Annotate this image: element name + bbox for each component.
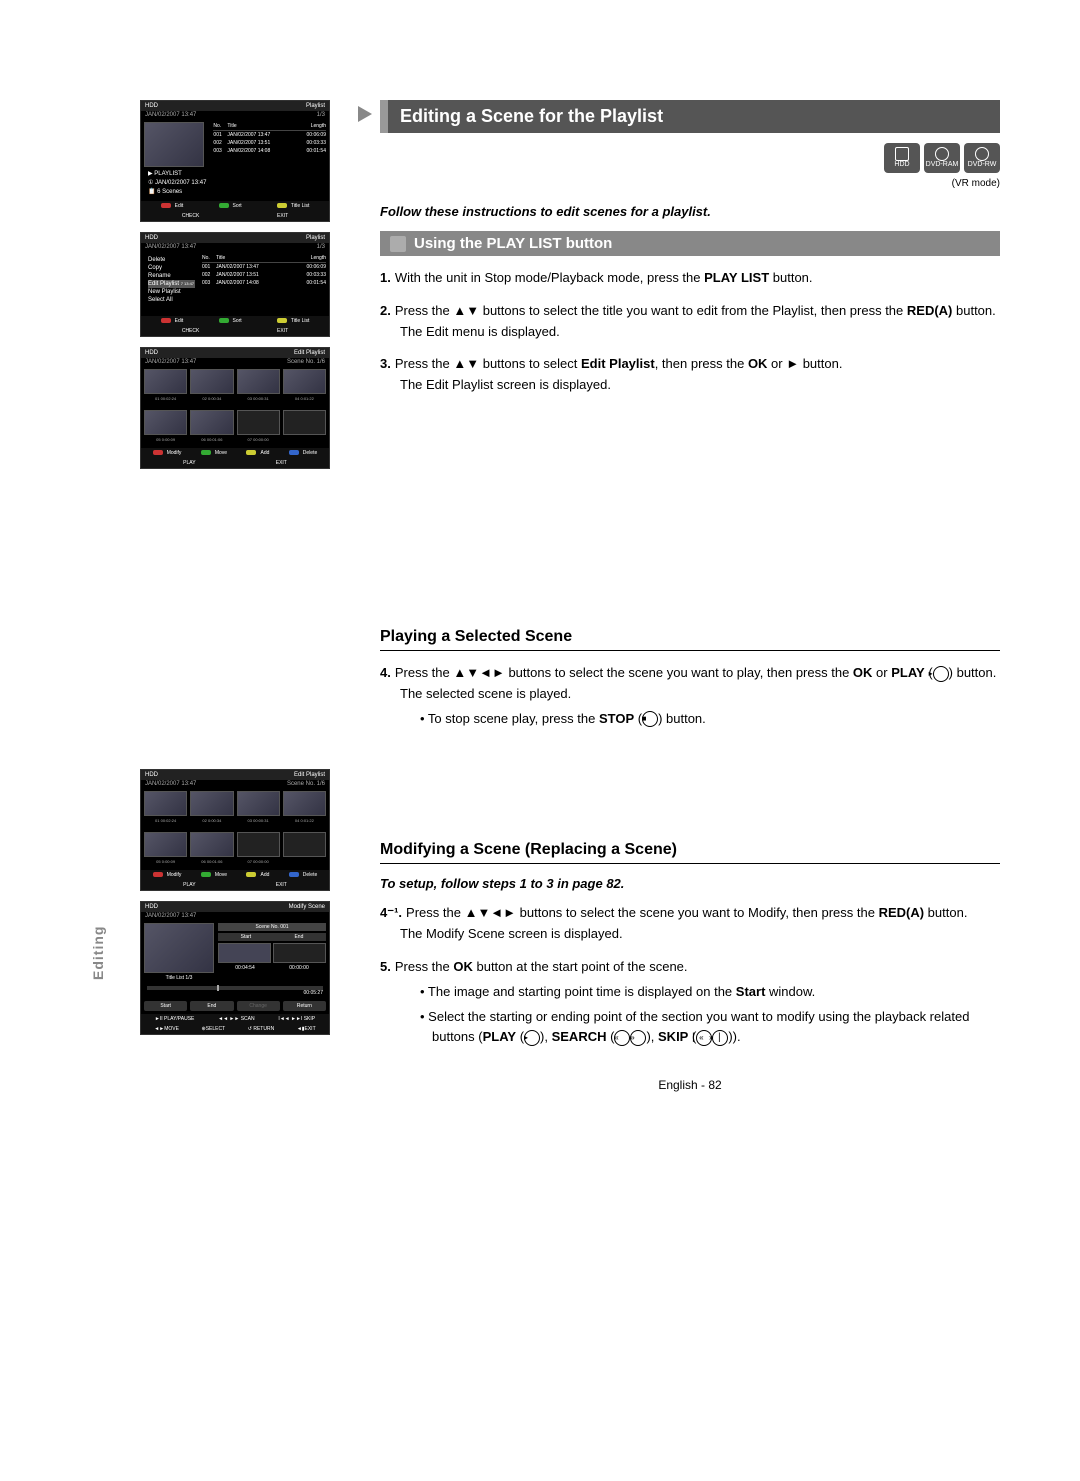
instruction-text: Follow these instructions to edit scenes… — [380, 204, 1000, 219]
disc-icons: HDD DVD-RAM DVD-RW — [884, 143, 1000, 173]
hdd-icon: HDD — [884, 143, 920, 173]
screenshot-edit-playlist: HDD Edit Playlist JAN/02/2007 13:47 Scen… — [140, 347, 330, 469]
sc-playlist-label: Playlist — [306, 103, 325, 109]
section-title: Editing a Scene for the Playlist — [380, 100, 1000, 133]
vr-mode-label: (VR mode) — [380, 178, 1000, 189]
steps-list-2: 4.Press the ▲▼◄► buttons to select the s… — [380, 663, 1000, 729]
skip-fwd-icon: »▕ — [712, 1030, 728, 1046]
search-fwd-icon: » — [630, 1030, 646, 1046]
sc-title-list: No. Title Length 001JAN/02/2007 13:4700:… — [213, 122, 326, 198]
screenshot-edit-menu: HDD Playlist JAN/02/2007 13:47 1/3 Delet… — [140, 232, 330, 337]
play-icon: ▸ — [933, 666, 949, 682]
subsection-using-playlist: Using the PLAY LIST button — [380, 231, 1000, 256]
heading-modifying-scene: Modifying a Scene (Replacing a Scene) — [380, 841, 1000, 864]
dvd-rw-icon: DVD-RW — [964, 143, 1000, 173]
steps-list-3: 4⁻¹.Press the ▲▼◄► buttons to select the… — [380, 903, 1000, 1048]
screenshot-modify-scene: HDD Modify Scene JAN/02/2007 13:47 Title… — [140, 901, 330, 1035]
sc-fraction: 1/3 — [317, 112, 325, 118]
sc-timestamp: JAN/02/2007 13:47 — [145, 112, 196, 118]
screenshot-edit-playlist-2: HDD Edit Playlist JAN/02/2007 13:47 Scen… — [140, 769, 330, 891]
steps-list-1: 1.With the unit in Stop mode/Playback mo… — [380, 268, 1000, 396]
sc-edit-menu: Delete Copy Rename Edit Playlist 7 13:47… — [144, 254, 199, 313]
play-icon-2: ▸ — [524, 1030, 540, 1046]
sc-info: ▶ PLAYLIST ① JAN/02/2007 13:47 📋 6 Scene… — [144, 167, 210, 198]
stop-icon: ■ — [642, 711, 658, 727]
sc-thumbnail — [144, 122, 204, 167]
screenshot-playlist: HDD Playlist JAN/02/2007 13:47 1/3 ▶ PLA… — [140, 100, 330, 222]
setup-instruction: To setup, follow steps 1 to 3 in page 82… — [380, 876, 1000, 891]
modify-thumb — [144, 923, 214, 973]
heading-playing-scene: Playing a Selected Scene — [380, 628, 1000, 651]
search-back-icon: « — [614, 1030, 630, 1046]
sc-hdd-label: HDD — [145, 103, 158, 109]
arrow-marker-icon — [358, 106, 372, 122]
side-tab: Editing — [90, 926, 106, 980]
dvd-ram-icon: DVD-RAM — [924, 143, 960, 173]
page-footer: English - 82 — [380, 1078, 1000, 1092]
remote-icon — [390, 236, 406, 252]
